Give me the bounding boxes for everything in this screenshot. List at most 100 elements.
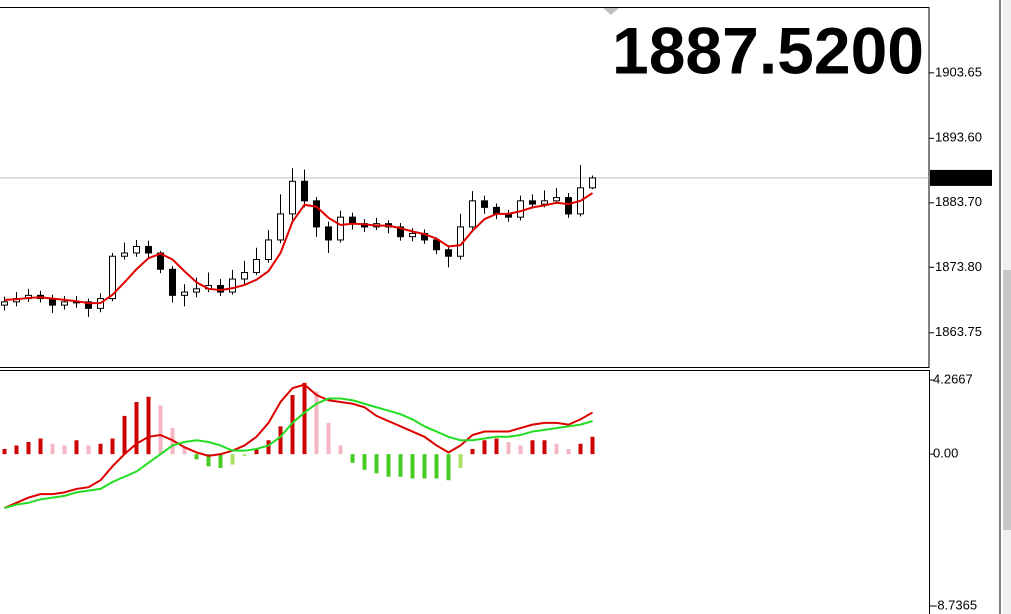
big-price: 1887.5200 [612,13,924,87]
histogram-bar [182,447,187,455]
histogram-bar [50,443,55,455]
histogram-bar [470,448,475,455]
histogram-bar [326,422,331,455]
histogram-bar [530,440,535,455]
candle-body [181,291,188,296]
candle-body [565,197,572,215]
candle-body [277,213,284,241]
candle-body [109,255,116,300]
y-tick-label: 1863.75 [935,324,982,339]
histogram-bar [302,382,307,455]
candle-body [445,249,452,257]
histogram-bar [398,454,403,477]
histogram-bar [542,440,547,455]
histogram-bar [554,443,559,455]
histogram-bar [218,454,223,469]
candle-body [289,180,296,215]
histogram-bar [230,454,235,465]
histogram-bar [266,440,271,455]
candle-body [433,239,440,251]
histogram-bar [590,436,595,455]
candle-body [589,177,596,189]
y-tick-label: -8.7365 [933,597,977,612]
histogram-bar [242,454,247,456]
candle-body [553,197,560,202]
candle-body [301,180,308,202]
histogram-bar [374,454,379,474]
histogram-bar [158,405,163,455]
histogram-bar [410,454,415,479]
candle-body [469,200,476,228]
histogram-bar [38,438,43,455]
candle-body [337,216,344,241]
candle-body [253,258,260,274]
histogram-bar [338,445,343,455]
histogram-bar [26,441,31,455]
candle-body [517,200,524,218]
indicator-line [4,383,594,509]
histogram-bar [518,445,523,455]
histogram-bar [458,454,463,469]
moving-average [4,192,594,305]
histogram-bar [362,454,367,470]
main-pane [0,7,930,368]
histogram-bar [350,454,355,463]
histogram-bar [206,454,211,467]
shift-marker[interactable] [603,8,619,15]
candle-body [229,278,236,293]
candle-body [133,245,140,254]
histogram-bar [86,445,91,455]
y-tick-label: 0.00 [933,446,958,461]
histogram-bar [134,402,139,455]
candle-body [265,239,272,260]
histogram-bar [110,438,115,455]
histogram-bar [434,454,439,479]
y-tick-label: 1893.60 [935,130,982,145]
y-tick-label: 4.2667 [933,371,973,386]
candle-body [61,301,68,306]
histogram-bar [146,396,151,455]
y-tick-label: 1903.65 [935,64,982,79]
candle-body [481,200,488,208]
last-price-box [930,169,992,186]
candle-body [409,232,416,238]
y-tick-label: 1873.80 [935,259,982,274]
candle-body [241,272,248,280]
histogram-bar [122,415,127,455]
histogram-bar [386,454,391,477]
histogram-bar [74,440,79,455]
histogram-bar [2,448,7,455]
histogram-bar [314,391,319,455]
candle-body [541,200,548,205]
last-price-label: 1887.52 [934,169,981,184]
candle-body [121,252,128,257]
candle-body [325,226,332,241]
histogram-bar [446,454,451,481]
histogram-bar [422,454,427,479]
scrollbar-thumb[interactable] [1003,270,1011,530]
candle-body [193,288,200,293]
histogram-bar [62,445,67,455]
histogram-bar [278,426,283,455]
histogram-bar [494,438,499,455]
candle-body [169,268,176,296]
histogram-bar [98,443,103,455]
histogram-bar [566,448,571,455]
candle-body [85,301,92,309]
histogram-bar [14,445,19,455]
histogram-bar [506,441,511,455]
y-tick-label: 1883.70 [935,194,982,209]
candle-body [529,200,536,205]
indicator-line [4,397,593,509]
histogram-bar [194,454,199,460]
histogram-bar [578,443,583,455]
candle-body [1,301,8,306]
candle-body [313,200,320,228]
histogram-bar [482,440,487,455]
candle-body [145,245,152,254]
histogram-bar [290,395,295,455]
histogram-bar [254,448,259,455]
